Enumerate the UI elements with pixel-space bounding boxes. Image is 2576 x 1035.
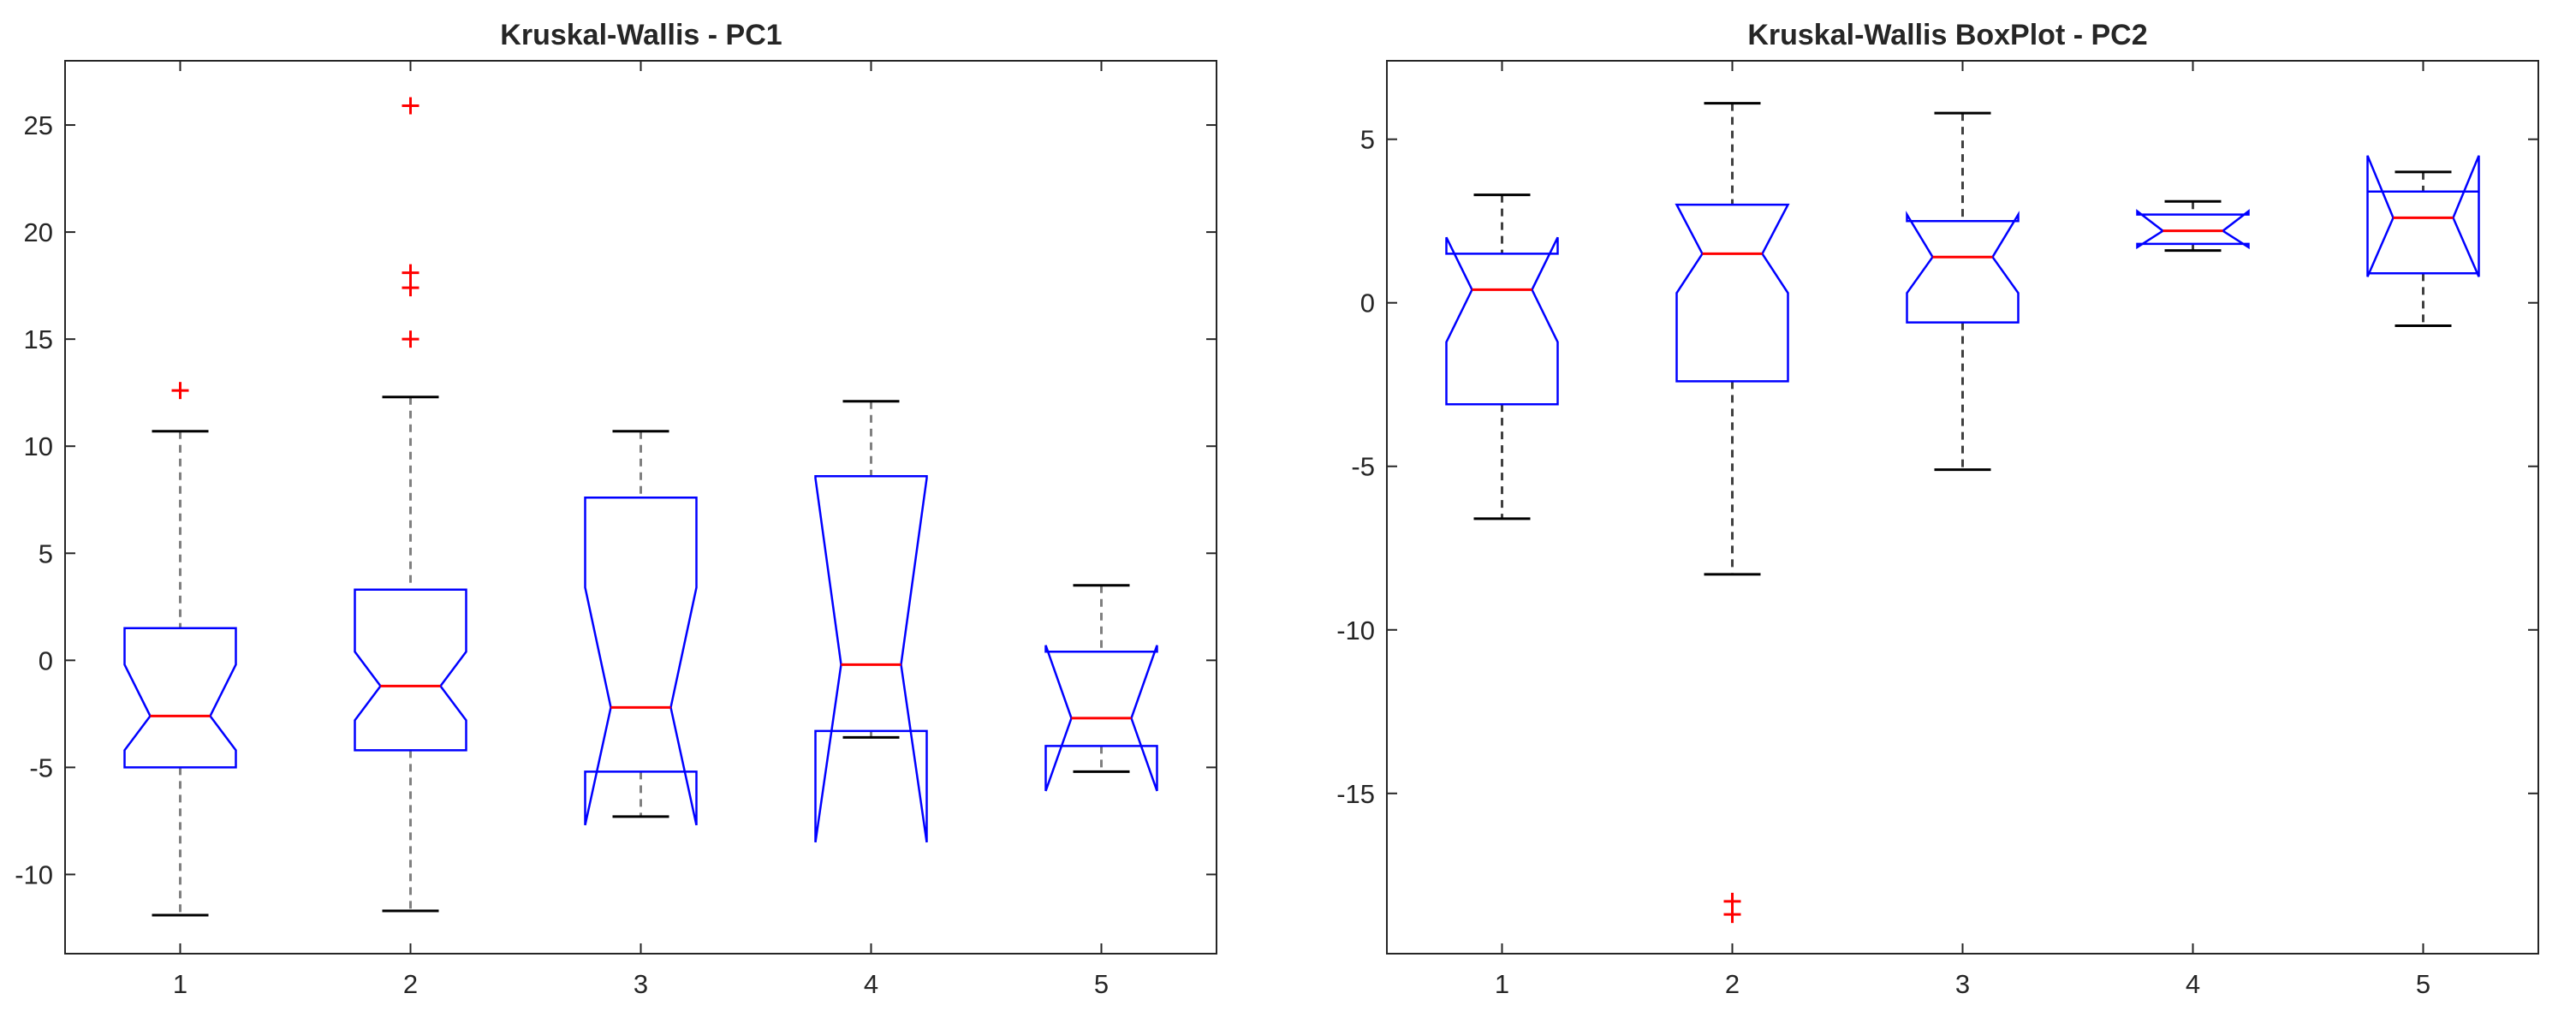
x-tick-label: 4 xyxy=(2186,969,2200,999)
axes-frame xyxy=(64,60,1217,955)
axis-ticks: -10 -5 0 5 10 15 20 25 1 2 3 4 5 xyxy=(15,61,1217,999)
y-tick-label: 25 xyxy=(24,110,53,140)
plot-area xyxy=(123,97,1158,917)
x-tick-label: 5 xyxy=(1094,969,1109,999)
x-tick-label: 3 xyxy=(634,969,648,999)
x-tick-label: 2 xyxy=(1725,969,1740,999)
box-body xyxy=(1675,203,1790,383)
box-body xyxy=(584,496,698,826)
box-body xyxy=(1906,211,2020,324)
chart-title: Kruskal-Wallis BoxPlot - PC2 xyxy=(1747,19,2147,51)
x-tick-label: 1 xyxy=(1495,969,1509,999)
outlier-marker xyxy=(402,264,419,282)
y-tick-label: 5 xyxy=(1360,125,1375,155)
y-tick-label: -15 xyxy=(1336,779,1375,809)
y-tick-label: -5 xyxy=(29,752,53,782)
outlier-marker xyxy=(171,382,189,400)
y-tick-label: -5 xyxy=(1351,452,1375,482)
x-tick-label: 4 xyxy=(864,969,878,999)
plot-area xyxy=(1445,102,2480,924)
box-body xyxy=(2366,155,2480,277)
y-tick-label: 20 xyxy=(24,217,53,247)
y-tick-label: -10 xyxy=(15,860,53,889)
box-body xyxy=(1445,236,1559,406)
y-tick-label: 5 xyxy=(39,538,53,568)
box-body xyxy=(123,627,237,769)
box-body xyxy=(354,588,467,752)
outlier-marker xyxy=(402,97,419,115)
box-body xyxy=(1044,645,1158,792)
box-body xyxy=(814,474,928,843)
axis-ticks: -15 -10 -5 0 5 1 2 3 4 5 xyxy=(1336,61,2538,999)
outlier-marker xyxy=(402,330,419,348)
x-tick-label: 2 xyxy=(403,969,418,999)
y-tick-label: -10 xyxy=(1336,616,1375,645)
chart-title: Kruskal-Wallis - PC1 xyxy=(500,19,782,51)
y-tick-label: 10 xyxy=(24,431,53,461)
x-tick-label: 3 xyxy=(1955,969,1970,999)
chart-pc2: Kruskal-Wallis BoxPlot - PC2 -15 -10 -5 0 5 1… xyxy=(1336,19,2539,999)
outlier-marker xyxy=(1723,906,1741,924)
box-body xyxy=(2136,209,2250,250)
x-tick-label: 5 xyxy=(2416,969,2430,999)
y-tick-label: 0 xyxy=(39,645,53,675)
y-tick-label: 0 xyxy=(1360,288,1375,318)
x-tick-label: 1 xyxy=(173,969,187,999)
y-tick-label: 15 xyxy=(24,324,53,354)
chart-pc1: Kruskal-Wallis - PC1 -10 -5 0 5 10 15 20 25 1 2 3 4… xyxy=(15,19,1217,999)
axes-frame xyxy=(1386,60,2539,955)
outlier-marker xyxy=(402,279,419,297)
